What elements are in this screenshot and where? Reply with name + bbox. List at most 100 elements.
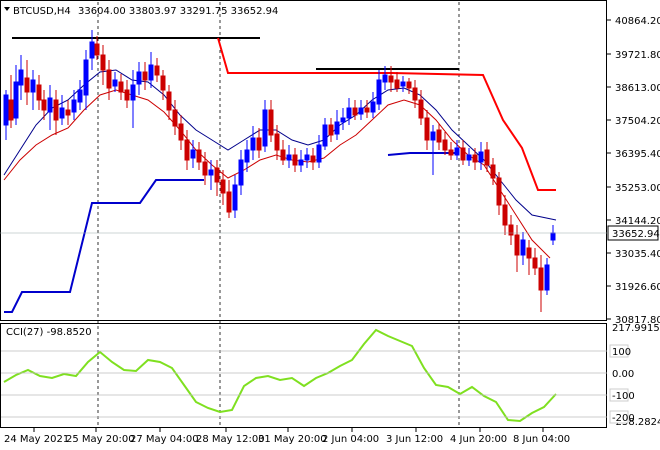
candle-body [100,54,106,71]
candle-body [484,149,490,166]
candle-body [436,129,442,143]
candle-body [454,147,460,156]
cci-axis[interactable]: 217.9915 -258.2824 100 0.00 -100 -200 [1,323,660,428]
candle-body [106,69,112,89]
candle-body [83,59,89,96]
cci-level-box [609,344,629,358]
candle-body [154,65,160,76]
candle-body [550,232,556,241]
candle-body [112,79,118,87]
ohlc-values: 33604.00 33803.97 33291.75 33652.94 [78,6,278,17]
candle-body [24,77,30,93]
candle-body [280,149,286,161]
candle-body [47,97,53,113]
cci-line [3,328,557,423]
resistance-step-line [217,37,556,191]
support-step-path [387,152,455,156]
cci-axis-bottom-label: -258.2824 [612,417,660,428]
cci-level-box [609,388,629,402]
time-tick-label: 25 May 20:00 [66,434,135,445]
price-tick-label: 34144.20 [615,216,660,227]
price-tick-label: 30817.80 [615,315,660,326]
candle-body [274,133,280,151]
time-tick-label: 2 Jun 04:00 [322,434,379,445]
candle-body [184,139,190,161]
candle-body [220,179,226,194]
candle-body [196,149,202,163]
candle-body [340,117,346,123]
candle-body [490,164,496,179]
time-tick-label: 27 May 04:00 [130,434,199,445]
candle-body [514,234,520,256]
candle-body [472,154,478,163]
candle-body [382,74,388,83]
price-tick-label: 31926.60 [615,282,660,293]
candle-body [502,204,508,226]
candle-body [71,99,77,113]
candle-body [334,121,340,135]
candle-body [538,267,544,291]
candle-body [59,107,65,119]
candle-body [328,124,334,136]
candle-body [544,264,550,291]
candle-body [352,107,358,116]
cci-label: CCI(27) -98.8520 [6,327,92,338]
price-tick-label: 39721.80 [615,50,660,61]
candle-body [268,109,274,136]
candle-body [208,169,214,176]
candle-body [8,99,14,121]
candle-body [130,84,136,101]
candle-body [310,155,316,163]
candle-body [394,79,400,89]
resistance-step-path [217,37,556,191]
candle-body [262,109,268,147]
candle-body [214,167,220,183]
moving-average-dark [3,69,557,221]
candle-body [370,101,376,113]
symbol-label: BTCUSD,H4 [13,6,71,17]
period-separators [97,2,460,427]
candle-body [30,79,36,93]
candle-body [424,117,430,141]
price-axis[interactable]: 40864.20 39721.80 38613.00 37504.20 36395.40… [0,16,660,326]
cci-series [3,328,557,423]
cci-level-label: 0.00 [612,369,634,380]
candle-body [142,71,148,81]
cci-indicator-panel[interactable] [0,323,607,428]
current-price-label: 33652.94 [612,229,660,240]
candle-body [94,43,100,56]
candle-body [172,109,178,127]
candle-body [418,99,424,119]
candle-body [118,81,124,93]
collapse-triangle-icon[interactable] [4,7,10,11]
candle-body [478,151,484,163]
candle-body [466,154,472,161]
price-tick-label: 38613.00 [615,83,660,94]
candle-body [53,99,59,121]
support-step-path [4,179,204,313]
candle-body [256,137,262,151]
time-tick-label: 4 Jun 20:00 [450,434,507,445]
candle-body [244,149,250,163]
candle-body [412,87,418,101]
candle-body [358,107,364,115]
candlestick-series [3,30,556,312]
cci-level-box [609,410,629,424]
time-tick-label: 28 May 12:00 [196,434,265,445]
time-tick-label: 24 May 2021 [4,434,69,445]
candle-body [400,81,406,87]
candle-body [406,81,412,89]
candle-body [18,69,24,86]
time-tick-label: 8 Jun 04:00 [513,434,570,445]
price-tick-label: 36395.40 [615,149,660,160]
price-tick-label: 33035.40 [615,249,660,260]
candle-body [3,94,9,126]
candle-body [89,41,95,59]
candle-body [388,75,394,83]
candle-body [190,149,196,159]
cci-level-label: -100 [612,391,635,402]
cci-level-label: 100 [612,347,631,358]
candle-body [41,99,47,111]
